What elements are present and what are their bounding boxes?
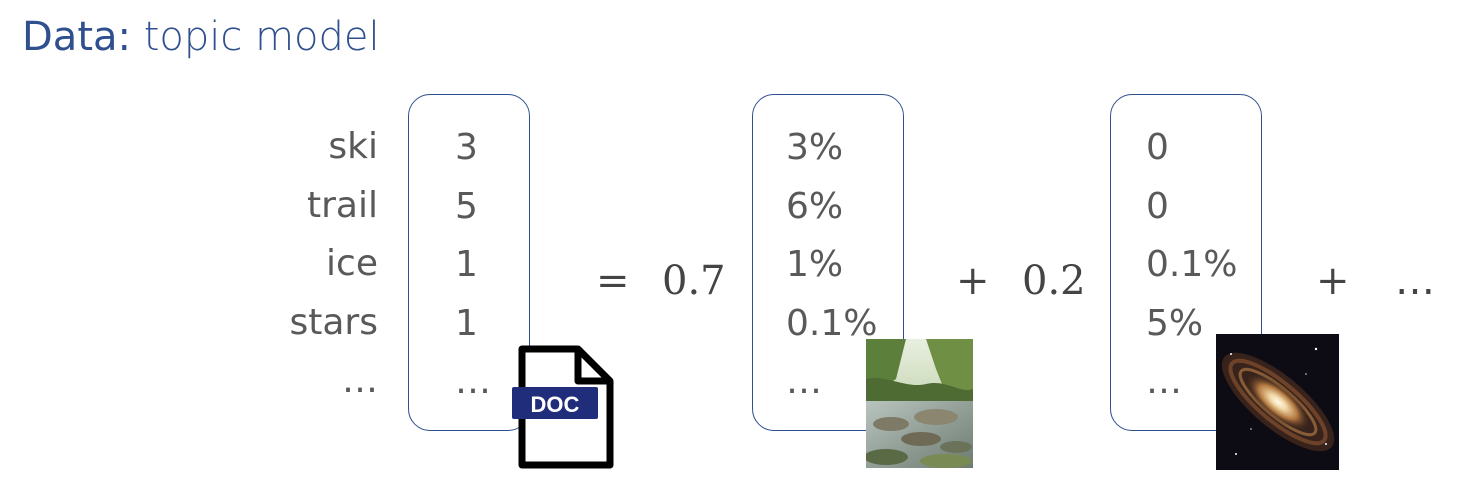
- page-title: Data: topic model: [22, 14, 380, 60]
- title-rest: topic model: [130, 14, 380, 60]
- doc-vector-value: 1: [455, 302, 478, 344]
- topic2-vector-value: 0.1%: [1146, 244, 1238, 285]
- coefficient-2: 0.2: [1022, 258, 1086, 304]
- word-label: stars: [289, 301, 379, 343]
- topic2-vector-value: 5%: [1146, 302, 1204, 344]
- doc-badge: [512, 387, 598, 419]
- topic2-vector-values: 0 0 0.1% 5% …: [1146, 119, 1237, 412]
- document-icon: DOC: [512, 345, 614, 469]
- title-strong: Data:: [22, 14, 131, 60]
- doc-vector-value: 1: [455, 244, 478, 285]
- topic2-vector-value: 0: [1146, 185, 1169, 227]
- nature-stream-photo: [866, 339, 973, 468]
- doc-badge-label: DOC: [531, 392, 580, 417]
- doc-vector-box: 3 5 1 1 …: [408, 94, 530, 431]
- topic2-vector-box: 0 0 0.1% 5% …: [1110, 94, 1262, 431]
- word-label: trail: [307, 184, 378, 226]
- topic1-vector-value: 6%: [786, 185, 844, 227]
- doc-vector-value: 3: [455, 127, 478, 168]
- coefficient-1: 0.7: [662, 258, 726, 304]
- doc-vector-value: 5: [455, 185, 478, 227]
- topic1-vector-box: 3% 6% 1% 0.1% …: [752, 94, 904, 431]
- word-label: …: [342, 360, 378, 401]
- topic1-vector-value: 1%: [786, 244, 844, 285]
- word-label: ice: [326, 243, 378, 284]
- trailing-ellipsis: …: [1395, 258, 1435, 304]
- topic1-vector-value: 0.1%: [786, 302, 878, 344]
- topic2-vector-value: …: [1146, 361, 1182, 402]
- topic1-vector-value: 3%: [786, 127, 844, 168]
- word-labels: ski trail ice stars …: [250, 118, 379, 411]
- plus-sign-2: +: [1316, 258, 1350, 304]
- equals-sign: =: [596, 258, 630, 304]
- doc-vector-value: …: [455, 361, 491, 402]
- topic1-vector-value: …: [786, 361, 822, 402]
- galaxy-photo: [1216, 334, 1339, 470]
- plus-sign-1: +: [956, 258, 990, 304]
- topic1-vector-values: 3% 6% 1% 0.1% …: [786, 119, 877, 412]
- topic2-vector-value: 0: [1146, 127, 1169, 168]
- word-label: ski: [328, 126, 378, 167]
- doc-vector-values: 3 5 1 1 …: [455, 119, 491, 412]
